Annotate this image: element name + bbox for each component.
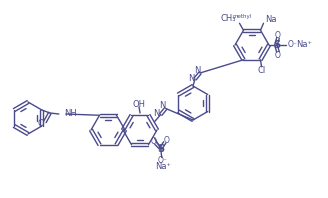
Text: N: N	[194, 66, 200, 74]
Text: O: O	[151, 137, 157, 146]
Text: S: S	[157, 144, 164, 153]
Text: NH: NH	[64, 109, 77, 117]
Text: O⁻: O⁻	[288, 39, 298, 49]
Text: methyl: methyl	[233, 14, 252, 19]
Text: N: N	[159, 101, 166, 110]
Text: N: N	[188, 73, 194, 83]
Text: O⁻: O⁻	[158, 156, 168, 165]
Text: Cl: Cl	[257, 66, 266, 75]
Text: CH₃: CH₃	[221, 14, 236, 23]
Text: O: O	[37, 118, 44, 128]
Text: O: O	[275, 30, 281, 39]
Text: OH: OH	[133, 100, 146, 109]
Text: Na⁺: Na⁺	[296, 39, 312, 49]
Text: N: N	[154, 109, 160, 118]
Text: Na: Na	[265, 15, 277, 24]
Text: S: S	[274, 40, 280, 50]
Text: Na⁺: Na⁺	[155, 162, 171, 171]
Text: O: O	[275, 50, 281, 60]
Text: O: O	[164, 136, 170, 145]
